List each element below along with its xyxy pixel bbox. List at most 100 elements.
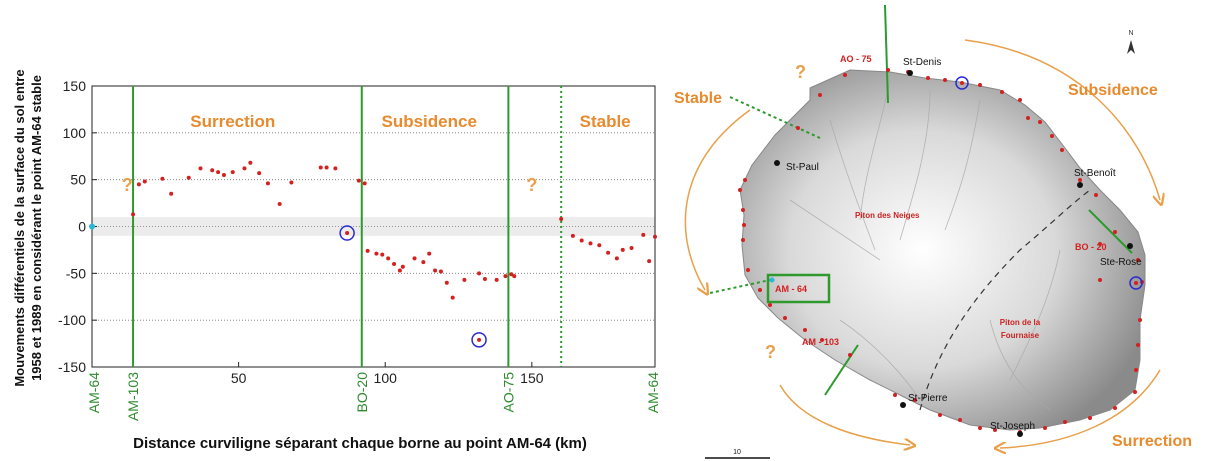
data-point xyxy=(362,181,367,186)
data-point xyxy=(230,170,235,175)
data-point xyxy=(160,176,165,181)
arrows xyxy=(684,39,1160,448)
data-point xyxy=(345,231,350,236)
benchmark-ao-75: AO - 75 xyxy=(840,54,872,64)
reference-point xyxy=(89,223,95,230)
y-tick-label: 0 xyxy=(78,219,86,235)
data-point xyxy=(169,191,174,196)
data-point xyxy=(579,238,584,243)
data-point xyxy=(614,256,619,261)
y-tick-label: 150 xyxy=(63,78,87,94)
town-st-pierre: St-Pierre xyxy=(908,393,948,404)
data-point xyxy=(257,171,262,176)
data-point xyxy=(380,252,385,257)
map-question-mark-west: ? xyxy=(765,342,776,362)
boundary-label: AM-103 xyxy=(125,372,141,421)
zone-lines xyxy=(709,4,1133,396)
map-zone-surrection: Surrection xyxy=(1112,433,1192,450)
zone-label: Subsidence xyxy=(382,112,477,131)
x-axis-label: Distance curviligne séparant chaque born… xyxy=(133,435,587,452)
town-labels: St-Denis St-Paul St-Benoît Ste-Rose St-P… xyxy=(786,57,1142,432)
data-point xyxy=(477,271,482,276)
scale-label: 10 xyxy=(733,449,741,456)
town-st-paul: St-Paul xyxy=(786,162,819,173)
circled-benchmarks xyxy=(955,76,1143,290)
town-st-benoit: St-Benoît xyxy=(1074,168,1116,179)
am-64-highlight-box xyxy=(766,273,831,304)
data-point xyxy=(641,232,646,237)
x-tick-label: 100 xyxy=(374,370,398,386)
data-point xyxy=(289,180,294,185)
question-mark: ? xyxy=(526,175,537,195)
north-arrow: N xyxy=(1127,30,1135,54)
data-point xyxy=(242,166,247,171)
data-point xyxy=(647,259,652,264)
data-point xyxy=(512,274,517,279)
data-point xyxy=(400,264,405,269)
data-point xyxy=(333,166,338,171)
data-point xyxy=(198,166,203,171)
data-point xyxy=(421,260,426,265)
massif-piton-des-neiges: Piton des Neiges xyxy=(855,211,920,220)
chart: 150 100 50 0 -50 -100 -150 50 100 150 AM-64 AM-103 B… xyxy=(12,69,660,452)
town-ste-rose: Ste-Rose xyxy=(1100,257,1142,268)
data-point xyxy=(559,217,564,222)
y-axis-label-line1: Mouvements différentiels de la surface d… xyxy=(12,69,27,386)
island-shape xyxy=(739,69,1146,431)
data-point xyxy=(620,247,625,252)
data-point xyxy=(356,178,361,183)
data-point xyxy=(494,277,499,282)
zone-label: Surrection xyxy=(190,112,275,131)
data-point xyxy=(318,165,323,170)
boundary-label: AO-75 xyxy=(500,372,516,413)
benchmark-am-64: AM - 64 xyxy=(775,284,807,294)
data-point xyxy=(477,337,482,342)
y-axis-label-line2: 1958 et 1989 en considérant le point AM-… xyxy=(29,75,44,381)
data-point xyxy=(462,277,467,282)
map-zone-subsidence: Subsidence xyxy=(1068,82,1158,99)
data-point xyxy=(412,256,417,261)
y-tick-label: -150 xyxy=(58,359,86,375)
scale-bar: 10 xyxy=(705,449,770,459)
y-tick-label: -100 xyxy=(58,312,86,328)
data-point xyxy=(131,212,136,217)
benchmark-am-103: AM - 103 xyxy=(802,337,839,347)
relief-lines xyxy=(789,79,1061,411)
x-tick-label: 150 xyxy=(520,370,544,386)
data-point xyxy=(142,179,147,184)
data-point xyxy=(482,276,487,281)
map-zone-stable: Stable xyxy=(674,90,722,107)
massif-boundary xyxy=(919,189,1091,411)
data-point xyxy=(265,181,270,186)
data-point xyxy=(210,168,215,173)
y-tick-label: -50 xyxy=(66,265,86,281)
am-64-reference-marker xyxy=(769,277,775,283)
massif-piton-de-la: Piton de la xyxy=(1000,318,1041,327)
data-point xyxy=(450,295,455,300)
benchmark-labels: AO - 75 BO - 20 AM - 64 AM - 103 xyxy=(775,54,1107,347)
data-point xyxy=(444,280,449,285)
town-st-joseph: St-Joseph xyxy=(990,421,1035,432)
data-point xyxy=(438,269,443,274)
map-question-mark-north: ? xyxy=(795,62,806,82)
highlight-circle xyxy=(471,332,487,348)
plot-area: 150 100 50 0 -50 -100 -150 50 100 150 AM-64 AM-103 B… xyxy=(58,78,660,421)
circled-benchmark-dots xyxy=(960,81,1138,285)
data-point xyxy=(365,248,370,253)
town-st-denis: St-Denis xyxy=(903,57,941,68)
stable-band xyxy=(92,217,655,236)
benchmark-bo-20: BO - 20 xyxy=(1075,242,1107,252)
data-point xyxy=(653,234,657,239)
data-point xyxy=(392,261,397,266)
massif-labels: Piton des Neiges Piton de la Fournaise xyxy=(855,211,1041,340)
data-point xyxy=(221,172,226,177)
massif-fournaise: Fournaise xyxy=(1001,331,1040,340)
town-markers xyxy=(774,70,1133,437)
data-point xyxy=(397,268,402,273)
data-point xyxy=(136,182,141,187)
data-point xyxy=(324,165,329,170)
data-point xyxy=(503,274,508,279)
x-tick-label: 50 xyxy=(231,370,247,386)
data-point xyxy=(216,170,221,175)
y-tick-label: 100 xyxy=(63,125,87,141)
